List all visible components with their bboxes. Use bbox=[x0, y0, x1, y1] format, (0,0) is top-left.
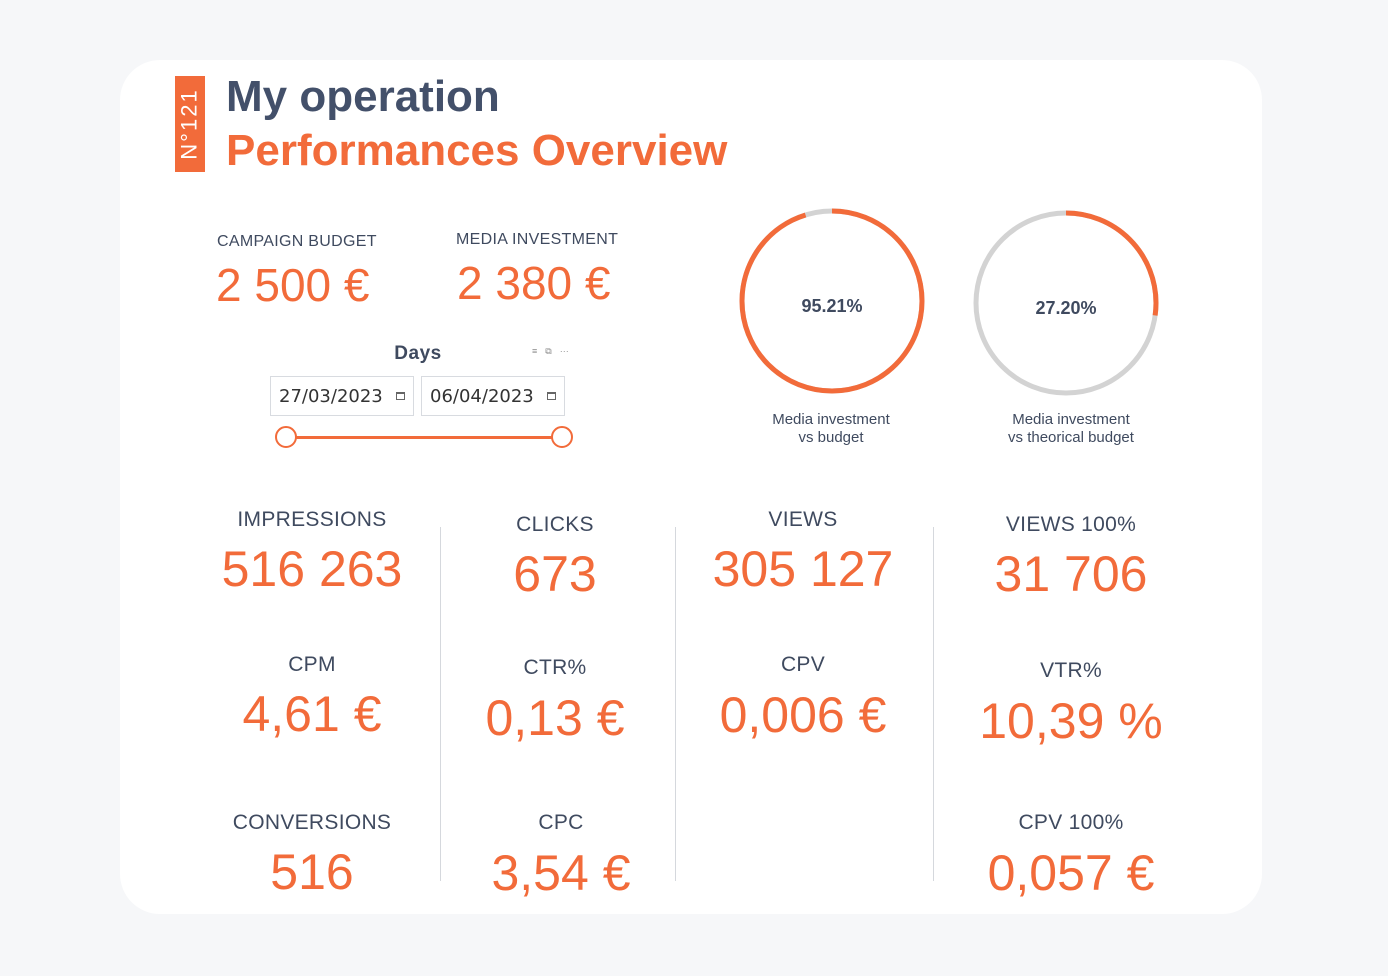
calendar-icon[interactable] bbox=[396, 392, 405, 400]
start-date-value: 27/03/2023 bbox=[279, 385, 383, 407]
badge-text: N°121 bbox=[177, 88, 202, 160]
date-range-end-handle[interactable] bbox=[551, 426, 573, 448]
focus-mode-icon[interactable]: ⧉ bbox=[545, 346, 560, 356]
more-options-icon[interactable]: ⋯ bbox=[559, 346, 577, 356]
end-date-value: 06/04/2023 bbox=[430, 385, 534, 407]
end-date-input[interactable]: 06/04/2023 bbox=[421, 376, 565, 416]
gauge-label-line: vs theorical budget bbox=[1008, 429, 1134, 446]
vtr-label: VTR% bbox=[1040, 659, 1102, 682]
gauge-arc bbox=[739, 208, 925, 394]
start-date-input[interactable]: 27/03/2023 bbox=[270, 376, 414, 416]
gauge-label-budget: Media investment vs budget bbox=[741, 411, 921, 447]
cpv-label: CPV bbox=[780, 653, 826, 676]
days-filter-title: Days bbox=[394, 343, 442, 364]
clicks-label: CLICKS bbox=[516, 513, 594, 536]
ctr-value: 0,13 € bbox=[485, 690, 625, 746]
cpm-label: CPM bbox=[288, 653, 336, 676]
visual-toolbar: ≡⧉⋯ bbox=[532, 346, 577, 357]
gauge-label-line: Media investment bbox=[1012, 411, 1130, 428]
impressions-value: 516 263 bbox=[221, 541, 403, 597]
filter-icon[interactable]: ≡ bbox=[532, 346, 546, 356]
conversions-label: CONVERSIONS bbox=[232, 811, 392, 834]
media-vs-budget-gauge: 95.21% bbox=[739, 208, 925, 394]
campaign-budget-label: CAMPAIGN BUDGET bbox=[217, 233, 377, 250]
conversions-value: 516 bbox=[270, 844, 354, 900]
date-range-slider-track[interactable] bbox=[286, 436, 562, 439]
views-label: VIEWS bbox=[768, 508, 838, 531]
column-divider bbox=[675, 527, 676, 881]
gauge-label-theorical: Media investment vs theorical budget bbox=[981, 411, 1161, 447]
clicks-value: 673 bbox=[513, 546, 597, 602]
vtr-value: 10,39 % bbox=[979, 693, 1163, 749]
cpc-value: 3,54 € bbox=[491, 845, 631, 901]
cpc-label: CPC bbox=[538, 811, 584, 834]
views100-value: 31 706 bbox=[994, 546, 1148, 602]
media-vs-theorical-budget-gauge: 27.20% bbox=[973, 210, 1159, 396]
campaign-budget-value: 2 500 € bbox=[216, 259, 370, 311]
media-investment-value: 2 380 € bbox=[457, 257, 611, 309]
media-investment-label: MEDIA INVESTMENT bbox=[456, 231, 619, 248]
page-subtitle: Performances Overview bbox=[226, 126, 728, 175]
views100-label: VIEWS 100% bbox=[1005, 513, 1137, 536]
cpv100-label: CPV 100% bbox=[1018, 811, 1124, 834]
views-value: 305 127 bbox=[712, 541, 894, 597]
gauge-label-line: Media investment bbox=[772, 411, 890, 428]
gauge-arc bbox=[973, 210, 1159, 396]
cpm-value: 4,61 € bbox=[242, 686, 382, 742]
date-range-start-handle[interactable] bbox=[275, 426, 297, 448]
cpv100-value: 0,057 € bbox=[987, 845, 1155, 901]
column-divider bbox=[440, 527, 441, 881]
gauge-value: 27.20% bbox=[1035, 298, 1096, 318]
ctr-label: CTR% bbox=[523, 656, 587, 679]
dashboard-card bbox=[120, 60, 1262, 914]
gauge-label-line: vs budget bbox=[798, 429, 864, 446]
cpv-value: 0,006 € bbox=[719, 687, 887, 743]
column-divider bbox=[933, 527, 934, 881]
impressions-label: IMPRESSIONS bbox=[237, 508, 387, 531]
gauge-value: 95.21% bbox=[801, 296, 862, 316]
page-title: My operation bbox=[226, 72, 500, 121]
operation-number-badge: N°121 bbox=[175, 76, 205, 172]
calendar-icon[interactable] bbox=[547, 392, 556, 400]
